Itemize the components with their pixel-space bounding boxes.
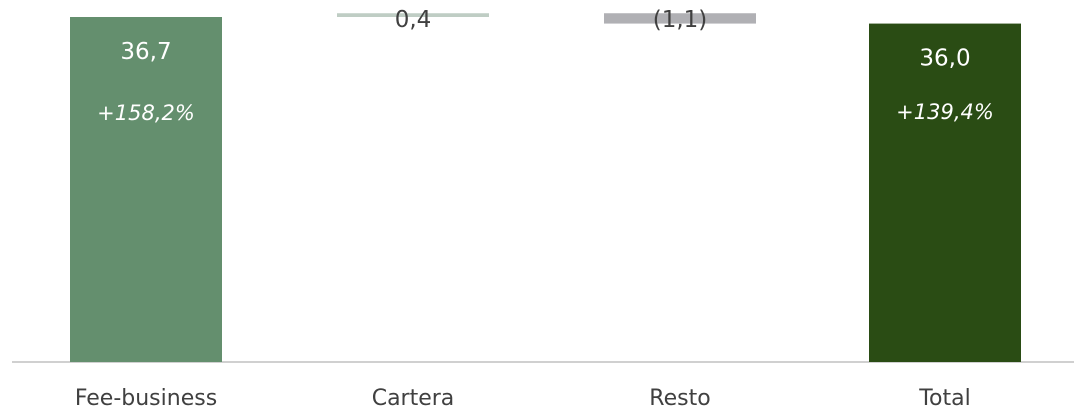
growth-label-fee-business: +158,2% [97,101,195,125]
bar-total [869,23,1021,362]
bar-fee-business [70,17,222,362]
value-label-cartera: 0,4 [395,7,432,33]
category-label-total: Total [918,386,970,411]
value-label-fee-business: 36,7 [120,39,171,65]
value-label-resto: (1,1) [653,7,708,33]
growth-label-total: +139,4% [896,100,994,124]
category-label-cartera: Cartera [372,386,455,411]
bar-resto [604,13,756,24]
value-label-total: 36,0 [919,46,970,72]
category-label-fee-business: Fee-business [75,386,217,411]
category-label-resto: Resto [649,386,710,411]
bar-cartera [337,13,489,17]
